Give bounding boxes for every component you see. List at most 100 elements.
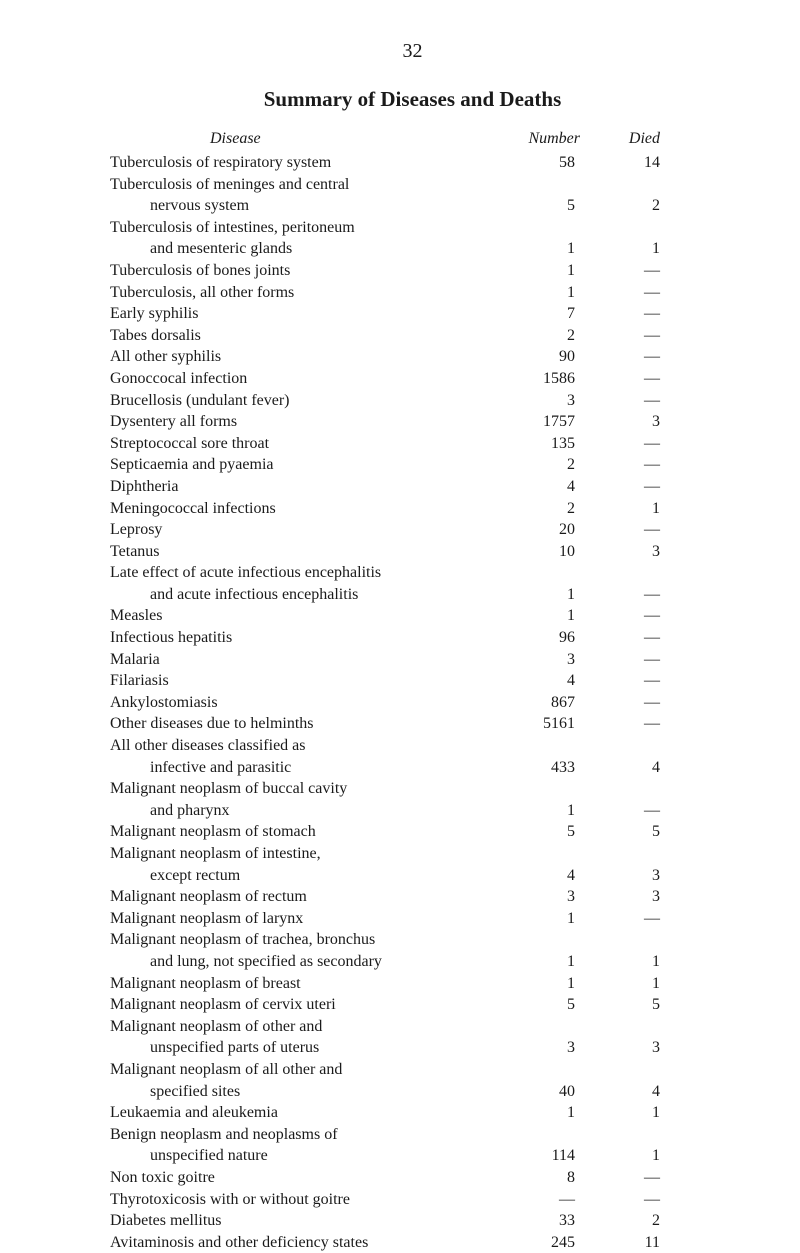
number-cell: 1 [510,1102,590,1124]
table-row: Ankylostomiasis867— [110,692,715,714]
died-cell: — [590,282,660,304]
table-row: Gonoccocal infection1586— [110,368,715,390]
died-cell: 1 [590,973,660,995]
died-cell: 4 [590,757,660,779]
died-cell: — [590,800,660,822]
table-header-row: Disease Number Died [110,130,715,148]
number-cell: 114 [510,1145,590,1167]
number-cell: 1586 [510,368,590,390]
disease-cell: Malignant neoplasm of trachea, bronchus [110,929,510,951]
died-cell [590,843,660,865]
disease-cell: Malignant neoplasm of stomach [110,821,510,843]
disease-cell: Non toxic goitre [110,1167,510,1189]
died-cell: — [590,1167,660,1189]
number-cell: 1 [510,908,590,930]
table-row: nervous system52 [110,195,715,217]
disease-cell: Leprosy [110,519,510,541]
died-cell: 3 [590,1037,660,1059]
table-row: Malignant neoplasm of cervix uteri55 [110,994,715,1016]
disease-cell: All other diseases classified as [110,735,510,757]
died-cell: — [590,325,660,347]
table-row: Leprosy20— [110,519,715,541]
died-cell: — [590,670,660,692]
died-cell: — [590,692,660,714]
number-cell: 3 [510,390,590,412]
number-cell: 33 [510,1210,590,1232]
died-cell [590,735,660,757]
table-row: and pharynx1— [110,800,715,822]
number-cell: 5 [510,195,590,217]
disease-cell: Diphtheria [110,476,510,498]
died-cell: 4 [590,1081,660,1103]
disease-cell: Ankylostomiasis [110,692,510,714]
disease-cell: and acute infectious encephalitis [110,584,510,606]
table-row: and mesenteric glands11 [110,238,715,260]
died-cell: — [590,346,660,368]
table-row: All other syphilis90— [110,346,715,368]
died-cell: — [590,433,660,455]
table-row: Dysentery all forms17573 [110,411,715,433]
disease-cell: Dysentery all forms [110,411,510,433]
number-cell: 3 [510,649,590,671]
disease-cell: nervous system [110,195,510,217]
table-row: Tuberculosis of meninges and central [110,174,715,196]
disease-cell: Tuberculosis, all other forms [110,282,510,304]
number-cell: 7 [510,303,590,325]
died-cell: — [590,390,660,412]
disease-cell: Tuberculosis of intestines, peritoneum [110,217,510,239]
disease-cell: Streptococcal sore throat [110,433,510,455]
disease-cell: Tuberculosis of meninges and central [110,174,510,196]
number-cell [510,1016,590,1038]
number-cell: 1757 [510,411,590,433]
number-cell [510,1059,590,1081]
died-cell: 1 [590,951,660,973]
number-cell: 96 [510,627,590,649]
disease-cell: Tuberculosis of respiratory system [110,152,510,174]
number-cell: 8 [510,1167,590,1189]
header-died: Died [590,130,660,148]
number-cell: 10 [510,541,590,563]
disease-cell: Tetanus [110,541,510,563]
disease-cell: Malignant neoplasm of breast [110,973,510,995]
died-cell [590,1016,660,1038]
table-row: Malignant neoplasm of other and [110,1016,715,1038]
number-cell: 1 [510,951,590,973]
table-row: Infectious hepatitis96— [110,627,715,649]
number-cell [510,1124,590,1146]
disease-cell: Avitaminosis and other deficiency states [110,1232,510,1253]
disease-cell: Malignant neoplasm of buccal cavity [110,778,510,800]
disease-cell: Early syphilis [110,303,510,325]
number-cell: 245 [510,1232,590,1253]
died-cell [590,778,660,800]
died-cell: — [590,908,660,930]
disease-cell: Diabetes mellitus [110,1210,510,1232]
table-row: Malignant neoplasm of breast11 [110,973,715,995]
table-row: infective and parasitic4334 [110,757,715,779]
table-row: Tuberculosis of intestines, peritoneum [110,217,715,239]
table-row: Diabetes mellitus332 [110,1210,715,1232]
table-row: Thyrotoxicosis with or without goitre—— [110,1189,715,1211]
table-row: Other diseases due to helminths5161— [110,713,715,735]
disease-table: Disease Number Died Tuberculosis of resp… [110,130,715,1253]
number-cell: 867 [510,692,590,714]
number-cell: 3 [510,886,590,908]
number-cell: 2 [510,454,590,476]
disease-cell: and mesenteric glands [110,238,510,260]
table-row: Tuberculosis of respiratory system5814 [110,152,715,174]
died-cell: 3 [590,865,660,887]
table-row: Tabes dorsalis2— [110,325,715,347]
died-cell: 1 [590,1102,660,1124]
number-cell: 5 [510,821,590,843]
number-cell: 2 [510,498,590,520]
number-cell: 40 [510,1081,590,1103]
number-cell: 1 [510,260,590,282]
table-row: Malignant neoplasm of trachea, bronchus [110,929,715,951]
disease-cell: Gonoccocal infection [110,368,510,390]
number-cell [510,735,590,757]
died-cell: — [590,476,660,498]
table-row: specified sites404 [110,1081,715,1103]
table-row: Benign neoplasm and neoplasms of [110,1124,715,1146]
disease-cell: Other diseases due to helminths [110,713,510,735]
page-title: Summary of Diseases and Deaths [110,87,715,112]
number-cell: 1 [510,238,590,260]
